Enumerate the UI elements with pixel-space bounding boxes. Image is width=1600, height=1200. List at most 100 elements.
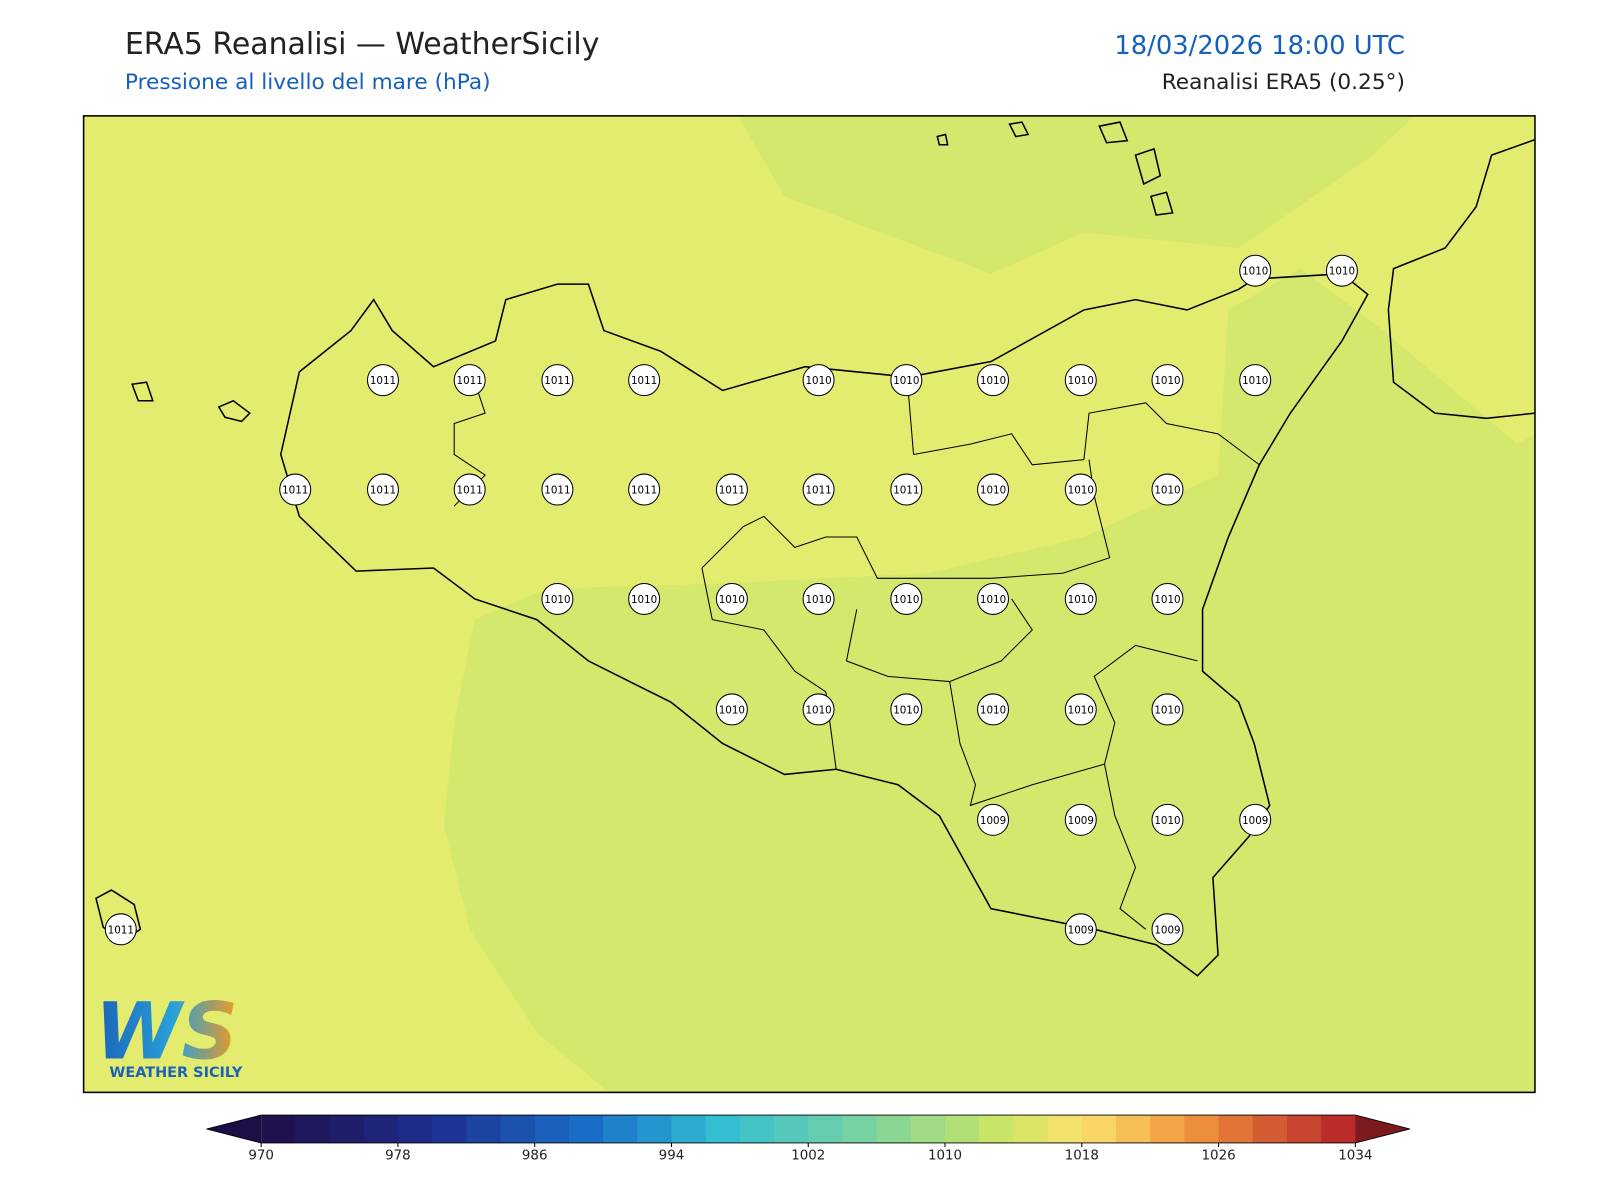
station: 1011 [802,473,835,506]
colorbar-bin [432,1115,467,1143]
station-value: 1010 [980,375,1006,387]
station: 1009 [1151,913,1184,946]
station: 1010 [977,473,1010,506]
station-marker [1325,254,1358,287]
station-marker [1151,693,1184,726]
station-marker [1239,803,1272,836]
station-marker [802,693,835,726]
colorbar-bin [603,1115,638,1143]
station-value: 1011 [631,375,657,387]
station-value: 1011 [457,375,483,387]
station-marker [1064,693,1097,726]
station-value: 1010 [980,594,1006,606]
station-marker [977,803,1010,836]
station-marker [1064,913,1097,946]
station-marker [104,913,137,946]
station: 1010 [1239,364,1272,397]
station: 1010 [977,364,1010,397]
station-value: 1010 [1154,485,1180,497]
colorbar-bin [1184,1115,1220,1143]
title: ERA5 Reanalisi — WeatherSicily [125,27,600,62]
station-marker [890,364,923,397]
station-marker [1151,364,1184,397]
station-value: 1010 [980,704,1006,716]
station-marker [366,473,399,506]
colorbar-bin [1252,1115,1288,1143]
station-marker [1064,803,1097,836]
colorbar-bin [876,1115,912,1143]
station-value: 1009 [980,815,1006,827]
station-marker [366,364,399,397]
station: 1010 [1064,364,1097,397]
station-value: 1011 [544,485,570,497]
station-marker [1064,364,1097,397]
colorbar-tick-label: 986 [522,1148,548,1163]
station: 1010 [1064,693,1097,726]
station: 1011 [890,473,923,506]
station-value: 1009 [1068,924,1094,936]
field-low [738,115,1415,274]
colorbar-bin [739,1115,775,1143]
station: 1010 [1239,254,1272,287]
station-value: 1010 [805,594,831,606]
station: 1009 [1064,803,1097,836]
colorbar-bin [637,1115,672,1143]
colorbar-bin [1013,1115,1049,1143]
station-value: 1010 [1068,485,1094,497]
station: 1010 [977,693,1010,726]
colorbar-bin [1218,1115,1254,1143]
station: 1011 [541,364,574,397]
station-value: 1011 [544,375,570,387]
station: 1010 [1151,693,1184,726]
station: 1010 [1151,582,1184,615]
station: 1010 [1064,473,1097,506]
station-value: 1010 [1154,594,1180,606]
station-marker [890,473,923,506]
station: 1011 [628,364,661,397]
colorbar-bin [671,1115,707,1143]
station-marker [453,473,486,506]
station-marker [628,364,661,397]
station: 1010 [802,693,835,726]
colorbar-bin [295,1115,331,1143]
colorbar-bin [261,1115,296,1143]
colorbar-bin [705,1115,741,1143]
station: 1011 [366,473,399,506]
subtitle: Pressione al livello del mare (hPa) [125,70,491,95]
field-low [443,268,1535,1093]
station-marker [453,364,486,397]
station-value: 1011 [370,485,396,497]
station-value: 1011 [282,485,308,497]
colorbar-tick-label: 970 [248,1148,274,1163]
colorbar-bin [1150,1115,1185,1143]
station: 1010 [1151,803,1184,836]
station-marker [279,473,312,506]
colorbar-bin [329,1115,365,1143]
station-marker [1239,254,1272,287]
station-value: 1011 [893,485,919,497]
station-marker [1064,473,1097,506]
colorbar-bin [774,1115,809,1143]
stations: 1010 1010 1011 1011 1011 1011 1010 1010 1010 1010… [104,254,1358,946]
station-value: 1010 [1154,704,1180,716]
station-value: 1010 [1068,375,1094,387]
station-marker [802,582,835,615]
station-value: 1010 [719,594,745,606]
station-marker [1151,913,1184,946]
station-value: 1010 [1242,375,1268,387]
station: 1009 [1239,803,1272,836]
colorbar-bin [808,1115,843,1143]
station: 1010 [890,364,923,397]
station-marker [977,693,1010,726]
station-marker [977,473,1010,506]
colorbar-bin [1321,1115,1356,1143]
station: 1009 [1064,913,1097,946]
station-marker [1151,473,1184,506]
logo-caption: WEATHER SICILY [109,1065,242,1081]
colorbar-tick-label: 1026 [1202,1148,1236,1163]
station-value: 1010 [805,704,831,716]
station-value: 1009 [1242,815,1268,827]
colorbar-bin [534,1115,570,1143]
colorbar-tick-label: 994 [659,1148,685,1163]
station: 1010 [977,582,1010,615]
